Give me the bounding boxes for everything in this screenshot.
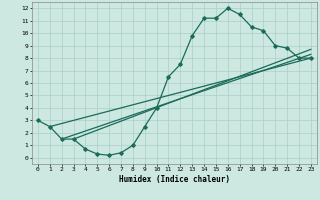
X-axis label: Humidex (Indice chaleur): Humidex (Indice chaleur): [119, 175, 230, 184]
